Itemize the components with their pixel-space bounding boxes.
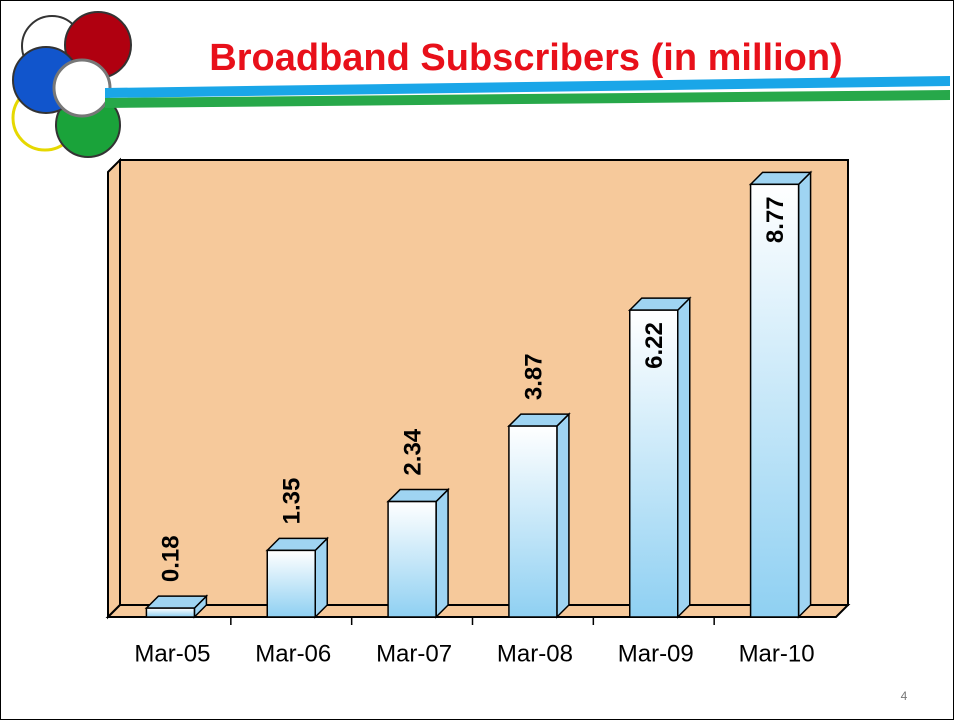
x-tick-label: Mar-09 (618, 640, 694, 667)
x-tick-label: Mar-06 (255, 640, 331, 667)
value-label: 2.34 (399, 428, 426, 475)
value-label: 0.18 (158, 535, 185, 582)
floor (105, 604, 851, 618)
bar-side (314, 536, 328, 619)
x-tick-label: Mar-05 (134, 640, 210, 667)
bar-side (556, 412, 570, 619)
bar (145, 607, 196, 618)
bar-side (677, 296, 691, 619)
value-label: 3.87 (520, 353, 547, 400)
bar (387, 500, 437, 618)
bar-side (797, 170, 812, 619)
logo (11, 11, 132, 158)
bar (266, 549, 316, 618)
value-label: 1.35 (279, 478, 306, 525)
bar (508, 425, 558, 618)
back-wall (119, 159, 849, 606)
side-wall (107, 157, 121, 620)
title-stripe-blue (105, 76, 950, 98)
title-stripe-green (105, 90, 950, 108)
value-label: 6.22 (641, 322, 668, 369)
bar (629, 309, 679, 618)
slide-number: 4 (901, 689, 908, 703)
value-label: 8.77 (762, 196, 789, 243)
x-tick-label: Mar-07 (376, 640, 452, 667)
x-tick-label: Mar-10 (739, 640, 815, 667)
bar-side (435, 487, 449, 619)
bar (749, 183, 800, 618)
slide-title: Broadband Subscribers (in million) (209, 37, 842, 79)
x-tick-label: Mar-08 (497, 640, 573, 667)
